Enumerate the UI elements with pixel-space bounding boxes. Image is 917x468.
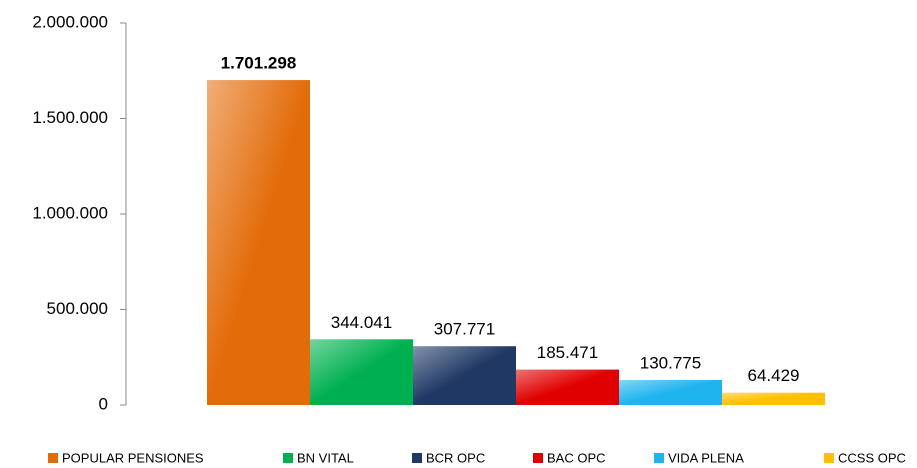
legend-swatch xyxy=(824,453,834,463)
legend-swatch xyxy=(48,453,58,463)
y-tick-label: 1.500.000 xyxy=(32,108,108,127)
legend-swatch xyxy=(283,453,293,463)
value-label: 344.041 xyxy=(331,313,392,332)
legend-label: BAC OPC xyxy=(547,450,606,465)
legend-label: BN VITAL xyxy=(297,450,354,465)
y-tick-label: 500.000 xyxy=(47,299,108,318)
value-label: 130.775 xyxy=(640,354,701,373)
value-label: 185.471 xyxy=(537,343,598,362)
bar xyxy=(722,392,825,405)
legend-label: POPULAR PENSIONES xyxy=(62,450,204,465)
value-label: 307.771 xyxy=(434,320,495,339)
value-label: 64.429 xyxy=(748,366,800,385)
bar xyxy=(207,80,310,406)
legend-swatch xyxy=(412,453,422,463)
bar xyxy=(619,380,722,405)
legend-label: CCSS OPC xyxy=(838,450,906,465)
bar xyxy=(413,346,516,405)
y-tick-label: 1.000.000 xyxy=(32,203,108,222)
legend-swatch xyxy=(533,453,543,463)
bar xyxy=(516,369,619,405)
y-tick-label: 0 xyxy=(99,394,108,413)
value-label: 1.701.298 xyxy=(221,54,297,73)
legend-swatch xyxy=(654,453,664,463)
legend-label: VIDA PLENA xyxy=(668,450,744,465)
legend-label: BCR OPC xyxy=(426,450,485,465)
y-tick-label: 2.000.000 xyxy=(32,12,108,31)
bar xyxy=(310,339,413,405)
